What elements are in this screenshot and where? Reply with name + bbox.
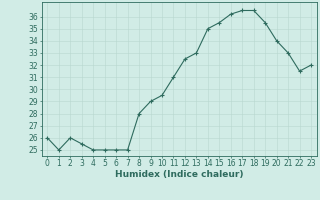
X-axis label: Humidex (Indice chaleur): Humidex (Indice chaleur) [115,170,244,179]
